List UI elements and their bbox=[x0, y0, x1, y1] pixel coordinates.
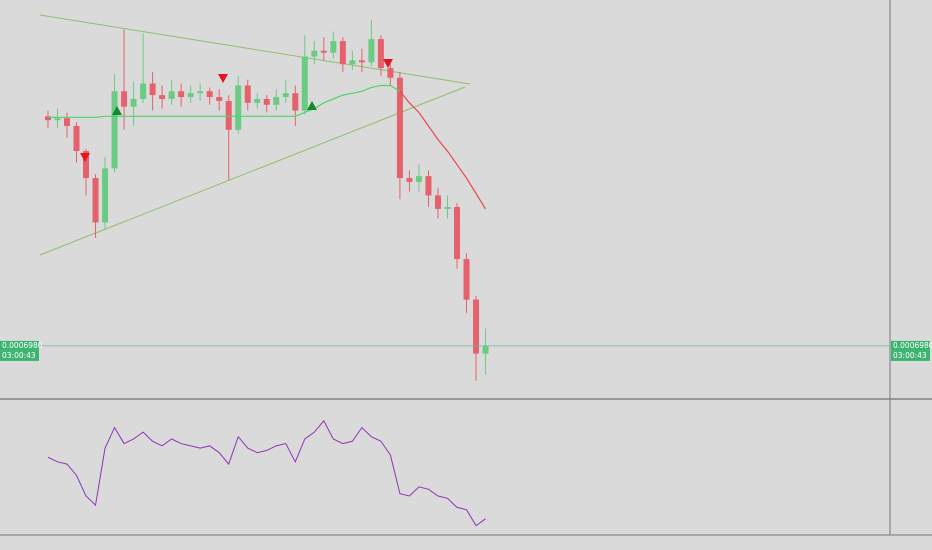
sell-signal bbox=[383, 59, 393, 68]
candle-body bbox=[149, 83, 156, 96]
candle-body bbox=[282, 93, 289, 98]
candle-body bbox=[273, 97, 280, 105]
candle-body bbox=[444, 207, 451, 209]
candle-body bbox=[311, 50, 318, 57]
candle-body bbox=[121, 91, 128, 107]
countdown-box bbox=[891, 350, 930, 361]
candle-body bbox=[63, 118, 70, 126]
trendline bbox=[39, 14, 471, 85]
rsi-line bbox=[47, 419, 486, 527]
candle-body bbox=[349, 60, 356, 65]
candle-body bbox=[358, 60, 365, 63]
candle-body bbox=[377, 39, 384, 69]
candle-body bbox=[301, 56, 308, 111]
candle-body bbox=[73, 125, 80, 152]
last-price-box bbox=[891, 340, 930, 351]
candle-body bbox=[406, 178, 413, 182]
countdown-label: 03:00:43 bbox=[893, 351, 927, 360]
candle-body bbox=[102, 168, 109, 223]
candle-body bbox=[216, 97, 223, 101]
candle-body bbox=[473, 299, 480, 354]
buy-signal bbox=[307, 101, 317, 110]
candle-body bbox=[54, 118, 61, 121]
candle-body bbox=[178, 91, 185, 98]
candle-body bbox=[140, 83, 147, 99]
candle-body bbox=[111, 91, 118, 169]
candle-body bbox=[263, 98, 270, 105]
candle-body bbox=[387, 68, 394, 78]
candle-body bbox=[339, 41, 346, 65]
sell-signal bbox=[218, 74, 228, 83]
last-price-box bbox=[0, 340, 39, 351]
candle-body bbox=[320, 50, 327, 53]
candle-body bbox=[197, 91, 204, 94]
candle-body bbox=[83, 151, 90, 179]
trendline bbox=[39, 86, 466, 256]
last-price-label: 0.0006980 bbox=[2, 341, 43, 350]
last-price-label: 0.0006980 bbox=[893, 341, 932, 350]
candle-body bbox=[130, 98, 137, 107]
candle-body bbox=[168, 91, 175, 99]
candle-body bbox=[254, 98, 261, 103]
candle-body bbox=[415, 176, 422, 182]
countdown-label: 03:00:43 bbox=[2, 351, 36, 360]
moving-average bbox=[47, 84, 401, 118]
candle-body bbox=[92, 178, 99, 223]
candle-body bbox=[44, 116, 51, 121]
candle-body bbox=[159, 95, 166, 99]
moving-average bbox=[399, 90, 487, 210]
candle-body bbox=[235, 85, 242, 130]
candle-body bbox=[187, 93, 194, 98]
candle-body bbox=[206, 91, 213, 98]
candle-body bbox=[425, 176, 432, 196]
candle-body bbox=[396, 77, 403, 179]
sell-signal bbox=[80, 153, 90, 162]
candle-body bbox=[244, 85, 251, 103]
candle-body bbox=[292, 93, 299, 111]
candle-body bbox=[330, 41, 337, 53]
candle-body bbox=[434, 195, 441, 209]
countdown-box bbox=[0, 350, 39, 361]
candle-body bbox=[482, 345, 489, 354]
candle-body bbox=[453, 207, 460, 260]
candle-body bbox=[225, 100, 232, 130]
candle-body bbox=[368, 39, 375, 63]
buy-signal bbox=[112, 106, 122, 115]
candle-body bbox=[463, 259, 470, 300]
